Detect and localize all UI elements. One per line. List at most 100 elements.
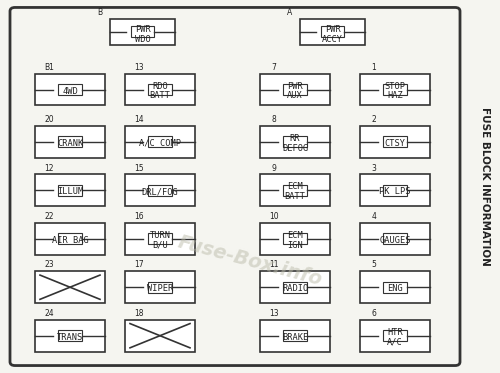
FancyBboxPatch shape xyxy=(260,320,330,351)
Text: TRANS: TRANS xyxy=(57,333,83,342)
Text: 16: 16 xyxy=(134,212,144,221)
Text: ILLUM: ILLUM xyxy=(57,187,83,196)
FancyBboxPatch shape xyxy=(260,126,330,157)
FancyBboxPatch shape xyxy=(383,282,407,293)
Text: RADIO: RADIO xyxy=(282,284,308,293)
FancyBboxPatch shape xyxy=(148,233,172,244)
Text: B1: B1 xyxy=(44,63,54,72)
FancyBboxPatch shape xyxy=(131,26,154,37)
FancyBboxPatch shape xyxy=(283,282,308,293)
Text: 24: 24 xyxy=(44,309,54,318)
FancyBboxPatch shape xyxy=(10,7,460,366)
FancyBboxPatch shape xyxy=(321,26,344,37)
Text: CRANK: CRANK xyxy=(57,139,83,148)
Text: BRAKE: BRAKE xyxy=(282,333,308,342)
FancyBboxPatch shape xyxy=(148,136,172,147)
FancyBboxPatch shape xyxy=(148,185,172,196)
FancyBboxPatch shape xyxy=(35,272,105,303)
Text: Fuse-Box.info: Fuse-Box.info xyxy=(176,233,324,289)
Text: 2: 2 xyxy=(372,115,376,124)
FancyBboxPatch shape xyxy=(125,126,195,157)
FancyBboxPatch shape xyxy=(283,233,308,244)
Text: 13: 13 xyxy=(134,63,144,72)
Text: ECM
BATT: ECM BATT xyxy=(284,182,306,201)
Text: 5: 5 xyxy=(372,260,376,269)
FancyBboxPatch shape xyxy=(360,126,430,157)
Text: A/C COMP: A/C COMP xyxy=(139,139,181,148)
FancyBboxPatch shape xyxy=(283,136,308,147)
Text: 3: 3 xyxy=(372,163,376,172)
Text: WIPER: WIPER xyxy=(147,284,173,293)
Text: TURN
B/U: TURN B/U xyxy=(150,231,171,250)
FancyBboxPatch shape xyxy=(260,74,330,105)
FancyBboxPatch shape xyxy=(35,126,105,157)
Text: CTSY: CTSY xyxy=(384,139,406,148)
Text: 7: 7 xyxy=(272,63,276,72)
FancyBboxPatch shape xyxy=(260,175,330,206)
Text: 8: 8 xyxy=(272,115,276,124)
Text: HTR
A/C: HTR A/C xyxy=(387,328,403,347)
Text: 10: 10 xyxy=(269,212,279,221)
Text: 13: 13 xyxy=(269,309,279,318)
Text: 11: 11 xyxy=(269,260,279,269)
FancyBboxPatch shape xyxy=(58,233,82,244)
FancyBboxPatch shape xyxy=(58,185,82,196)
Text: RDO
BATT: RDO BATT xyxy=(150,82,171,100)
FancyBboxPatch shape xyxy=(360,272,430,303)
Text: FUSE BLOCK INFORMATION: FUSE BLOCK INFORMATION xyxy=(480,107,490,266)
FancyBboxPatch shape xyxy=(383,136,407,147)
Text: 18: 18 xyxy=(134,309,144,318)
FancyBboxPatch shape xyxy=(283,185,308,196)
FancyBboxPatch shape xyxy=(35,320,105,351)
Text: RR
DEFOG: RR DEFOG xyxy=(282,134,308,153)
FancyBboxPatch shape xyxy=(260,223,330,254)
FancyBboxPatch shape xyxy=(110,19,175,45)
FancyBboxPatch shape xyxy=(360,175,430,206)
FancyBboxPatch shape xyxy=(125,223,195,254)
FancyBboxPatch shape xyxy=(148,84,172,95)
FancyBboxPatch shape xyxy=(125,175,195,206)
Text: PWR
AUX: PWR AUX xyxy=(287,82,303,100)
FancyBboxPatch shape xyxy=(35,223,105,254)
FancyBboxPatch shape xyxy=(35,74,105,105)
Text: 20: 20 xyxy=(44,115,54,124)
Text: 1: 1 xyxy=(372,63,376,72)
Text: 6: 6 xyxy=(372,309,376,318)
Text: PWR
ACCY: PWR ACCY xyxy=(322,25,343,44)
Text: ECM
IGN: ECM IGN xyxy=(287,231,303,250)
FancyBboxPatch shape xyxy=(383,330,407,341)
Text: 9: 9 xyxy=(272,163,276,172)
FancyBboxPatch shape xyxy=(300,19,365,45)
FancyBboxPatch shape xyxy=(383,233,407,244)
FancyBboxPatch shape xyxy=(283,84,308,95)
Text: AIR BAG: AIR BAG xyxy=(52,236,88,245)
Text: DRL/FOG: DRL/FOG xyxy=(142,187,178,196)
FancyBboxPatch shape xyxy=(125,320,195,351)
FancyBboxPatch shape xyxy=(58,136,82,147)
Text: ENG: ENG xyxy=(387,284,403,293)
Text: PWR
WDO: PWR WDO xyxy=(134,25,150,44)
Text: STOP
HAZ: STOP HAZ xyxy=(384,82,406,100)
Text: 23: 23 xyxy=(44,260,54,269)
Text: 4WD: 4WD xyxy=(62,87,78,95)
FancyBboxPatch shape xyxy=(360,320,430,351)
Text: 17: 17 xyxy=(134,260,144,269)
Text: 22: 22 xyxy=(44,212,54,221)
Text: 12: 12 xyxy=(44,163,54,172)
Text: GAUGES: GAUGES xyxy=(380,236,411,245)
FancyBboxPatch shape xyxy=(360,74,430,105)
FancyBboxPatch shape xyxy=(58,330,82,341)
FancyBboxPatch shape xyxy=(383,185,407,196)
FancyBboxPatch shape xyxy=(35,175,105,206)
Text: PK LPS: PK LPS xyxy=(380,187,411,196)
FancyBboxPatch shape xyxy=(283,330,308,341)
FancyBboxPatch shape xyxy=(383,84,407,95)
Text: A: A xyxy=(288,8,292,17)
FancyBboxPatch shape xyxy=(125,74,195,105)
Text: B: B xyxy=(98,8,102,17)
Text: 14: 14 xyxy=(134,115,144,124)
FancyBboxPatch shape xyxy=(58,84,82,95)
Text: 15: 15 xyxy=(134,163,144,172)
FancyBboxPatch shape xyxy=(148,282,172,293)
FancyBboxPatch shape xyxy=(260,272,330,303)
